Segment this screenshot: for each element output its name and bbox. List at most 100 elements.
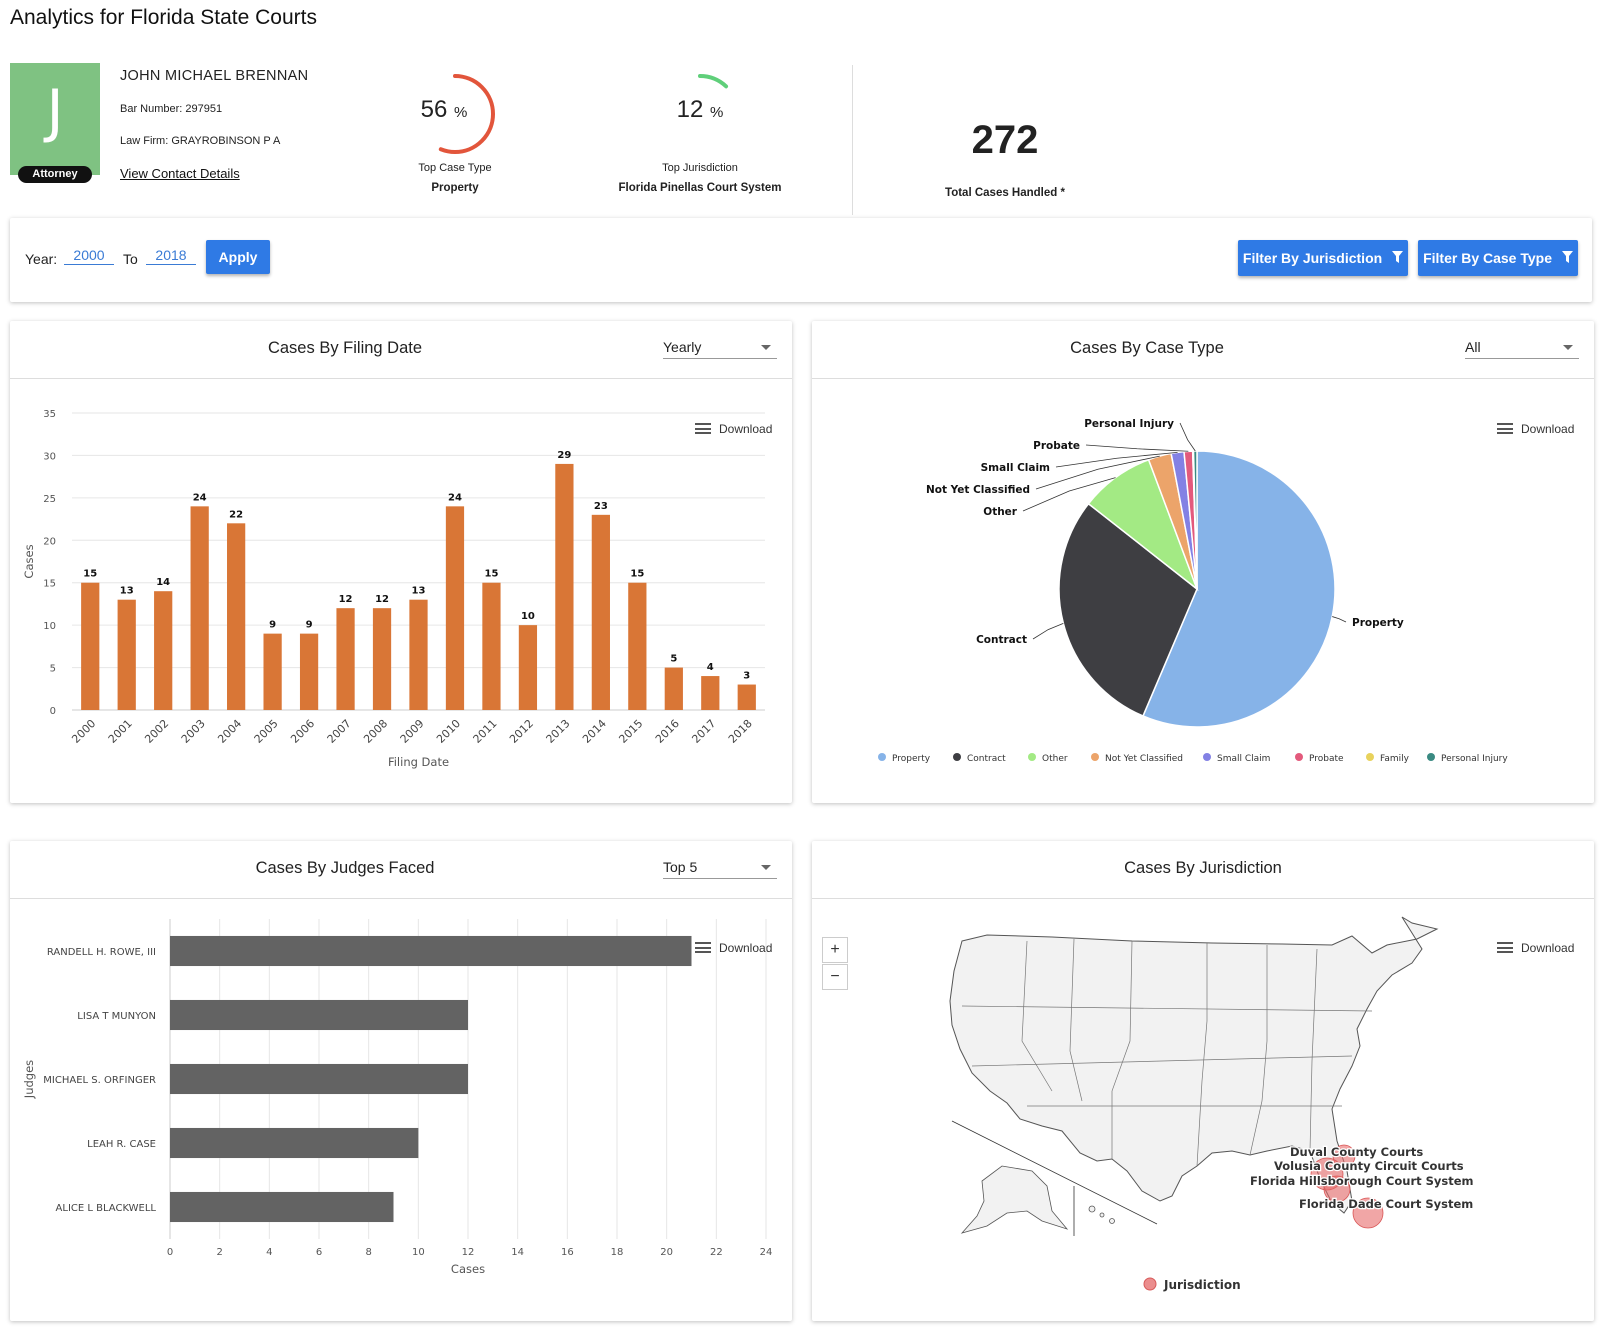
bar[interactable] [190,506,209,710]
bar[interactable] [117,599,136,710]
download-label: Download [719,941,773,955]
bar[interactable] [737,684,756,710]
jurisdiction-point[interactable] [1323,1175,1351,1203]
data-label: 9 [269,620,276,631]
top-jurisdiction-gauge [660,74,740,154]
legend-label: Jurisdiction [1163,1278,1241,1292]
bar[interactable] [628,582,647,710]
legend-item[interactable]: Personal Injury [1441,754,1508,764]
y-axis-title: Cases [22,544,36,578]
download-button[interactable]: Download [695,941,772,955]
bar[interactable] [170,999,468,1031]
data-label: 13 [120,586,134,597]
year-from-input[interactable] [64,247,114,265]
x-tick-label: 14 [511,1247,524,1258]
bar[interactable] [170,935,692,967]
map-legend: Jurisdiction [1143,1277,1241,1292]
attorney-profile: J Attorney JOHN MICHAEL BRENNAN Bar Numb… [0,60,1600,210]
hawaii-island [1088,1205,1096,1213]
state-border [1309,948,1318,1152]
bar[interactable] [555,463,574,710]
bar[interactable] [170,1127,419,1159]
chevron-down-icon [761,345,771,350]
bar[interactable] [482,582,501,710]
x-tick-label: 2008 [361,717,390,746]
card-title: Cases By Jurisdiction [1124,859,1282,877]
bar[interactable] [263,633,282,710]
legend-item[interactable]: Contract [967,754,1006,764]
bar[interactable] [336,608,355,710]
bar[interactable] [372,608,392,710]
x-tick-label: 24 [760,1247,773,1258]
bar[interactable] [518,625,538,710]
gauge-arc [415,74,495,154]
pie-slice[interactable] [1142,450,1336,728]
bar[interactable] [591,514,610,710]
data-label: 12 [339,594,353,605]
bar[interactable] [227,523,246,710]
leader-line [1055,451,1178,468]
bar[interactable] [299,633,319,710]
data-label: 5 [670,654,677,665]
legend-item[interactable]: Small Claim [1217,754,1270,764]
download-button[interactable]: Download [695,422,772,436]
legend-item[interactable]: Other [1042,754,1068,764]
bar[interactable] [409,599,428,710]
x-tick-label: 2016 [653,717,682,746]
leader-line [1085,444,1189,452]
bar[interactable] [81,582,100,710]
bar[interactable] [701,676,720,710]
bar[interactable] [170,1191,394,1223]
year-to-input[interactable] [146,247,196,265]
avatar: J Attorney [10,63,100,183]
legend-marker [1366,753,1374,761]
view-contact-details-link[interactable]: View Contact Details [120,166,240,181]
legend-item[interactable]: Probate [1309,754,1344,764]
data-label: 24 [193,492,207,503]
case-type-select[interactable]: All [1465,339,1579,359]
filter-funnel-icon [1392,250,1404,266]
state-border [971,1055,1353,1067]
state-borders [961,938,1373,1167]
x-tick-label: 2007 [325,717,354,746]
x-tick-label: 2002 [142,717,171,746]
bar[interactable] [154,591,173,710]
zoom-out-button[interactable]: − [822,964,848,990]
bar[interactable] [664,667,683,710]
bar[interactable] [170,1063,468,1095]
filter-by-case-type-button[interactable]: Filter By Case Type [1418,240,1578,276]
legend-item[interactable]: Property [892,754,931,764]
period-select-value: Yearly [663,339,702,355]
apply-button[interactable]: Apply [206,240,270,274]
legend-item[interactable]: Family [1380,754,1410,764]
divider [852,65,853,215]
zoom-in-button[interactable]: + [822,937,848,963]
jurisdiction-point[interactable] [1352,1197,1384,1229]
x-tick-label: 2006 [288,717,317,746]
filing-date-bar-chart: 0510152025303515200013200114200224200322… [22,409,765,769]
bar[interactable] [445,506,465,710]
jurisdiction-point[interactable] [1332,1144,1356,1168]
slice-label: Personal Injury [1084,418,1174,430]
card-header: Cases By Jurisdiction [812,841,1594,899]
top-case-type-label: Top Case Type [418,162,492,174]
pie-slice[interactable] [1192,450,1198,590]
legend-item[interactable]: Not Yet Classified [1105,754,1183,764]
total-cases-value: 272 [971,118,1039,162]
x-tick-label: 2005 [252,717,281,746]
case-type-pie-chart: Personal Injury Probate Small Claim Not Yet… [878,418,1508,764]
download-button[interactable]: Download [1497,422,1574,436]
y-tick-label: 15 [43,579,56,590]
card-header: Cases By Judges Faced Top 5 [10,841,792,899]
data-label: 12 [375,594,389,605]
download-button[interactable]: Download [1497,941,1574,955]
filter-by-jurisdiction-button[interactable]: Filter By Jurisdiction [1238,240,1408,276]
top-n-select[interactable]: Top 5 [663,859,777,879]
data-label: 3 [743,671,750,682]
x-tick-label: 10 [412,1247,425,1258]
x-tick-label: 2009 [398,717,427,746]
hawaii-island [1109,1218,1115,1224]
period-select[interactable]: Yearly [663,339,777,359]
